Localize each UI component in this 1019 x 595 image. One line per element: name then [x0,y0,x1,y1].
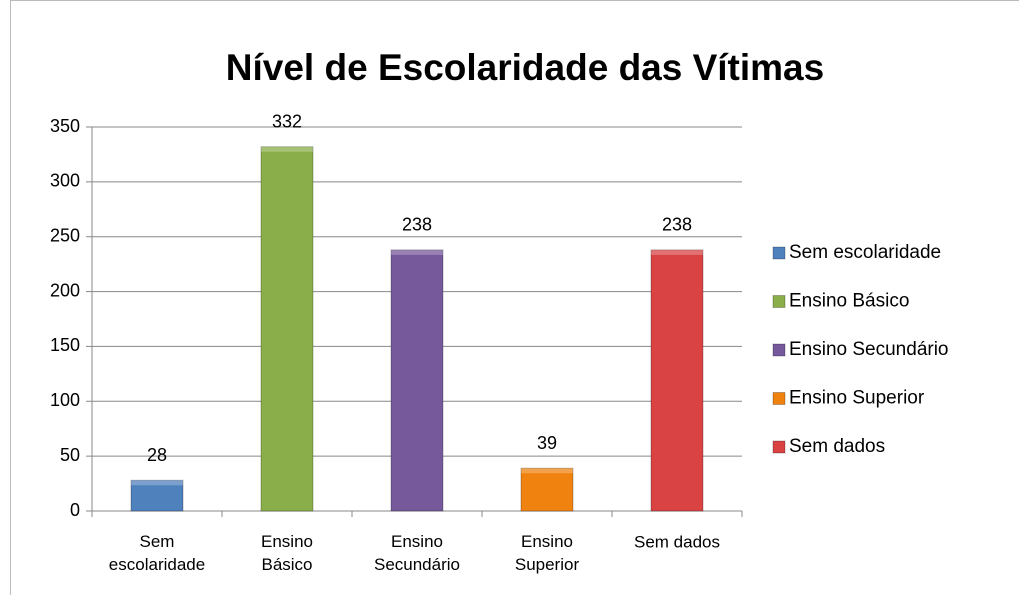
y-tick-label: 250 [50,225,80,245]
bar [650,249,704,512]
y-tick-label: 200 [50,280,80,300]
data-label: 332 [272,111,302,131]
x-tick-label: Ensino Básico [261,532,313,574]
x-tick-label: Ensino Secundário [374,532,460,574]
legend-swatch [772,440,786,454]
data-label: 238 [402,215,432,235]
legend-label: Sem dados [789,436,885,457]
legend-swatch [772,295,786,308]
bar-bevel [261,146,313,152]
legend-label: Ensino Secundário [789,339,949,360]
x-tick-label: Ensino Superior [515,532,580,574]
y-tick-label: 300 [50,171,80,191]
bar [390,249,444,512]
y-tick-label: 150 [50,335,80,355]
bar [520,467,574,512]
bar-bevel [651,249,703,255]
legend-swatch [772,343,786,357]
y-tick-label: 50 [60,445,80,465]
x-tick-label: Sem escolaridade [109,532,205,574]
bar [260,146,314,512]
legend-swatch [772,392,786,405]
bar [130,479,184,512]
y-tick-label: 350 [50,116,80,136]
bar-bevel [521,468,573,474]
bar-bevel [391,249,443,255]
y-tick-label: 100 [50,390,80,410]
x-tick-label: Sem dados [634,532,720,551]
legend-label: Ensino Básico [789,291,909,312]
data-label: 39 [537,433,557,453]
legend-label: Sem escolaridade [789,242,941,263]
y-tick-label: 0 [70,500,80,520]
legend-label: Ensino Superior [789,388,925,409]
chart-title: Nível de Escolaridade das Vítimas [226,47,824,88]
data-label: 28 [147,445,167,465]
data-label: 238 [662,215,692,235]
legend-swatch [772,246,786,260]
bar-bevel [131,480,183,486]
